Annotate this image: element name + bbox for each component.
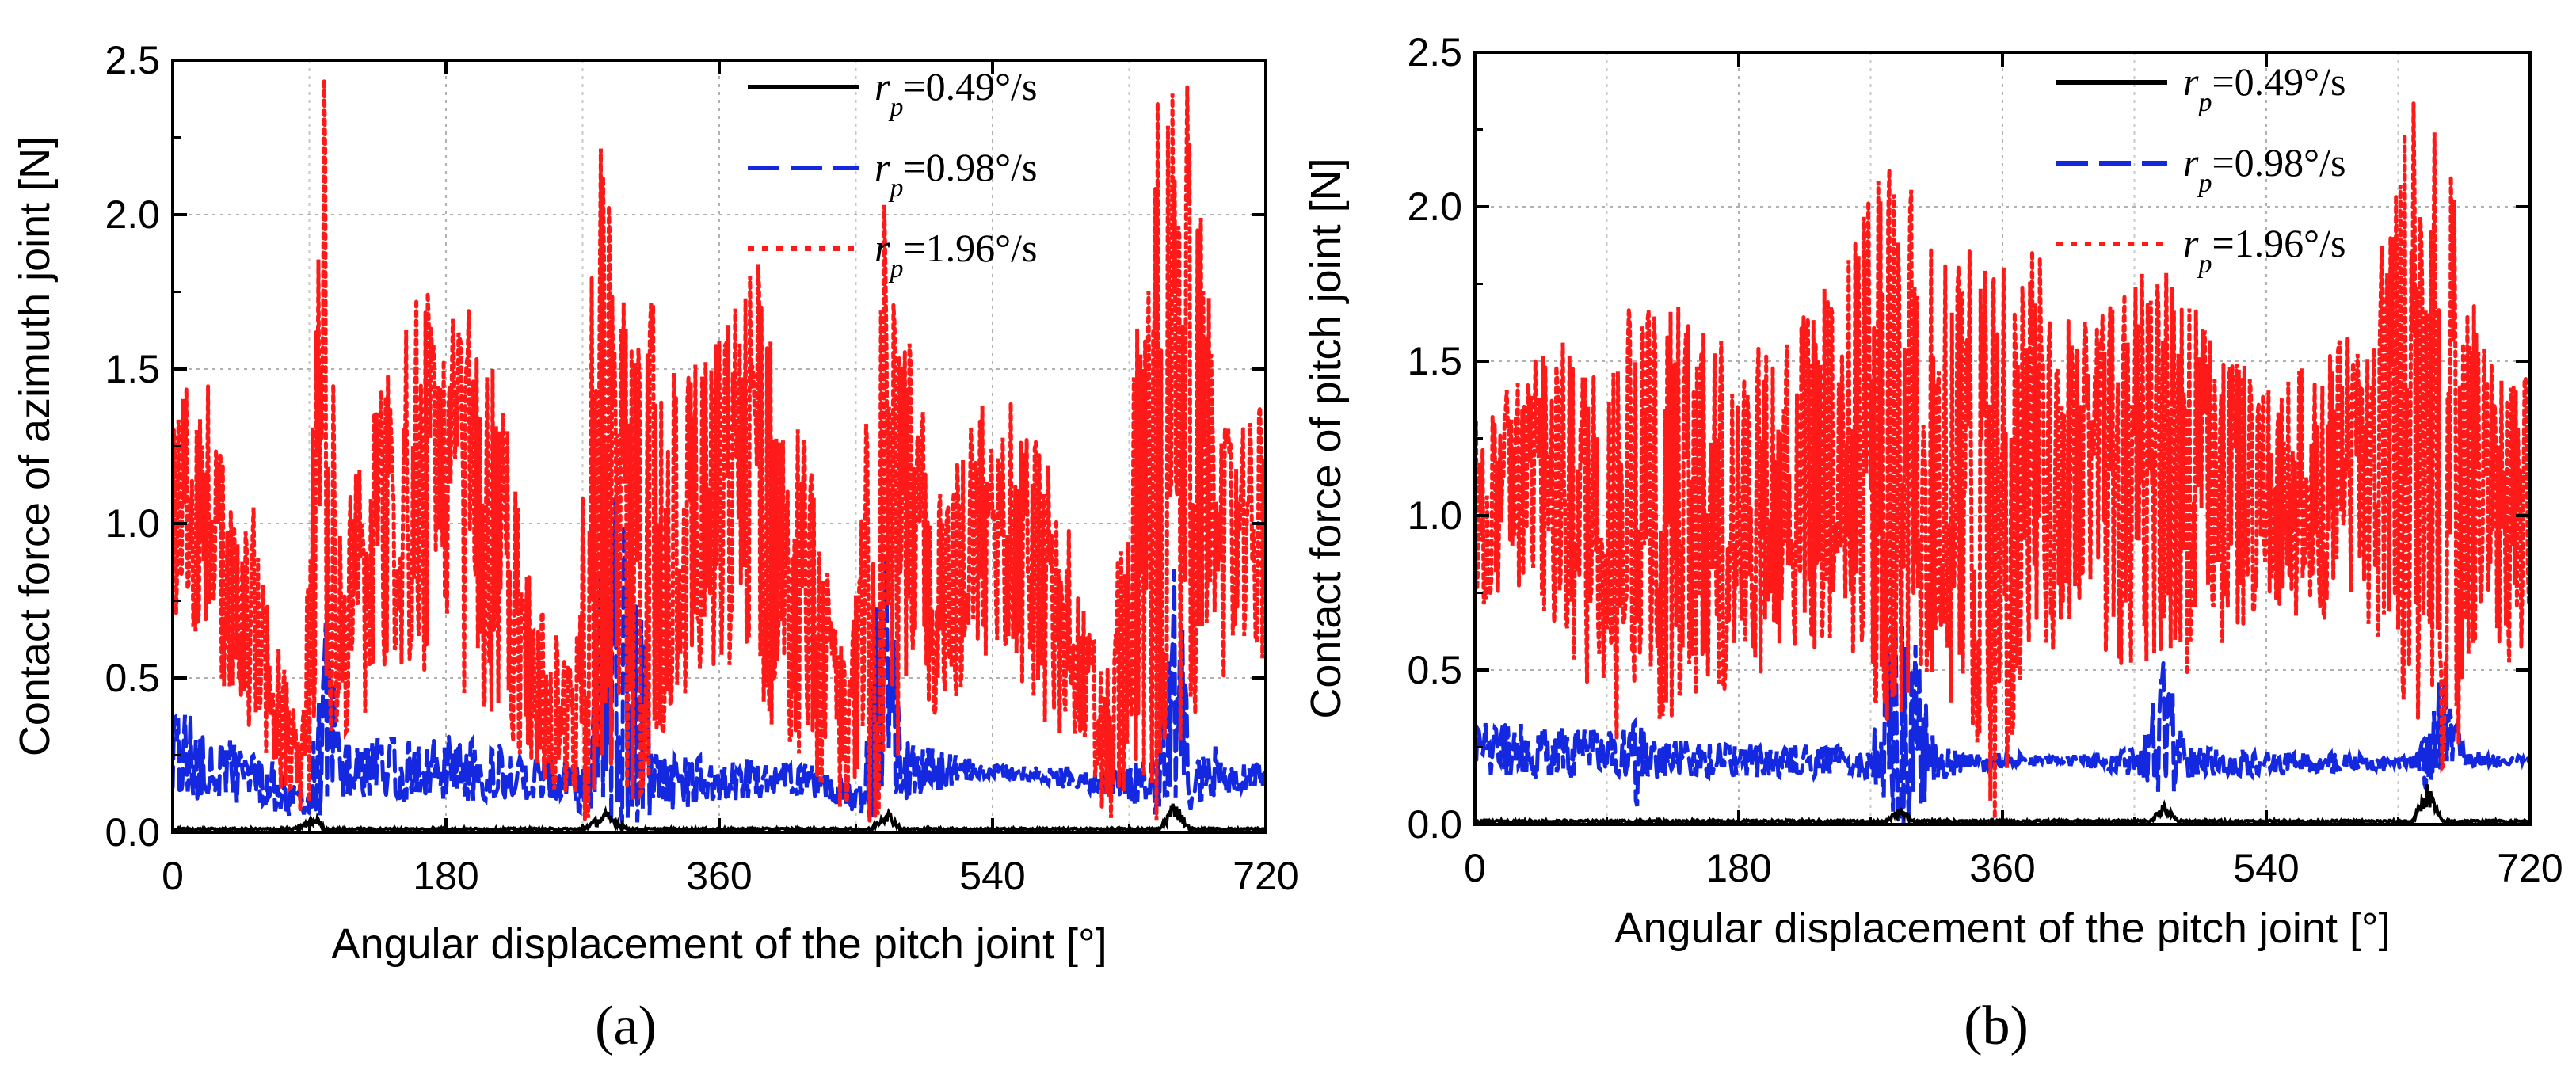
y-tick-label: 1.0	[1407, 493, 1462, 538]
legend-label: rp=0.49°/s	[2183, 59, 2346, 117]
legend-label: rp=0.98°/s	[875, 145, 1038, 203]
chart-panel-b: 0 180 360 540 720 0.0 0.5 1.0 1.5 2.0 2.5 rp=0.49°…	[1302, 30, 2563, 1057]
y-tick-label: 0.5	[1407, 648, 1462, 692]
series-line-2	[1475, 623, 2530, 824]
y-tick-label: 0.0	[105, 810, 160, 855]
legend-a: rp=0.49°/s rp=0.98°/s rp=1.96°/s	[748, 64, 1038, 284]
y-tick-label: 2.0	[1407, 185, 1462, 229]
x-tick-label: 180	[413, 854, 478, 898]
grid-b	[1474, 51, 2531, 825]
y-tick-label: 0.0	[1407, 802, 1462, 847]
y-tick-label: 1.5	[1407, 339, 1462, 383]
legend-label: rp=0.98°/s	[2183, 140, 2346, 198]
y-tick-label: 1.5	[105, 347, 160, 391]
y-tick-label: 1.0	[105, 501, 160, 546]
ticks-a: 0 180 360 540 720 0.0 0.5 1.0 1.5 2.0 2.5	[105, 38, 1298, 898]
chart-panel-a: 0 180 360 540 720 0.0 0.5 1.0 1.5 2.0 2.5 rp=0.49°…	[11, 38, 1299, 1057]
x-tick-label: 0	[162, 854, 184, 898]
x-tick-label: 720	[1233, 854, 1298, 898]
series-line-3	[1475, 103, 2530, 819]
x-tick-label: 540	[2233, 846, 2299, 890]
x-tick-label: 180	[1705, 846, 1771, 890]
y-tick-label: 2.0	[105, 192, 160, 237]
x-tick-label: 720	[2497, 846, 2563, 890]
ticks-b: 0 180 360 540 720 0.0 0.5 1.0 1.5 2.0 2.5	[1407, 30, 2563, 890]
series-line-2	[173, 497, 1266, 823]
x-tick-label: 0	[1464, 846, 1486, 890]
x-tick-label: 540	[959, 854, 1025, 898]
y-tick-label: 0.5	[105, 656, 160, 700]
legend-b: rp=0.49°/s rp=0.98°/s rp=1.96°/s	[2056, 59, 2346, 279]
panel-label-b: (b)	[1964, 996, 2029, 1057]
y-axis-label-b: Contact force of pitch joint [N]	[1302, 158, 1350, 718]
legend-label: rp=1.96°/s	[875, 226, 1038, 284]
x-tick-label: 360	[1969, 846, 2035, 890]
y-tick-label: 2.5	[105, 38, 160, 82]
legend-label: rp=0.49°/s	[875, 64, 1038, 122]
x-tick-label: 360	[686, 854, 752, 898]
y-tick-label: 2.5	[1407, 30, 1462, 74]
y-axis-label-a: Contact force of azimuth joint [N]	[11, 136, 59, 756]
series-line-3	[173, 79, 1266, 822]
x-axis-label-a: Angular displacement of the pitch joint …	[331, 920, 1107, 968]
legend-label: rp=1.96°/s	[2183, 221, 2346, 279]
panel-label-a: (a)	[595, 996, 657, 1057]
x-axis-label-b: Angular displacement of the pitch joint …	[1614, 904, 2390, 952]
